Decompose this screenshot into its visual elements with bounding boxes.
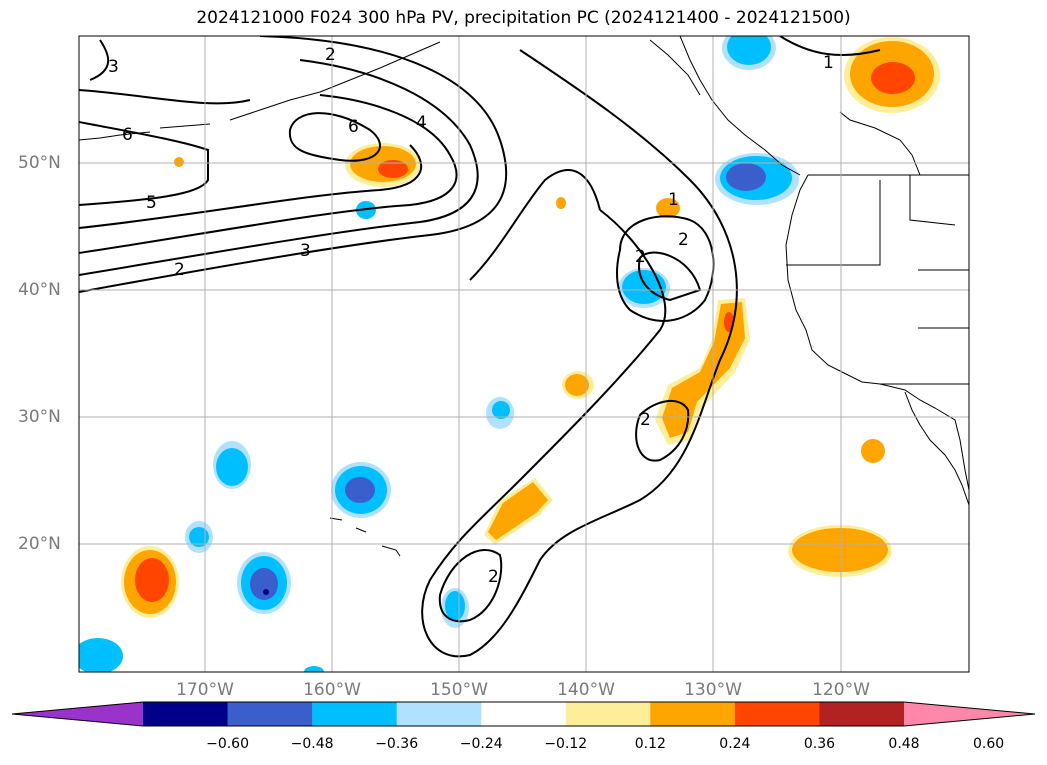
- colorbar-tick-label: −0.48: [290, 736, 334, 752]
- contour-label: 1: [668, 190, 679, 210]
- lat-label: 40°N: [18, 280, 61, 300]
- colorbar-segment: [227, 702, 313, 726]
- colorbar-extend-low: [12, 702, 143, 726]
- precip-blob: [656, 198, 680, 218]
- precip-blob: [871, 62, 915, 94]
- colorbar: [11, 701, 1036, 727]
- precip-blob: [263, 589, 269, 595]
- precip-blob: [345, 477, 375, 503]
- colorbar-segment: [143, 702, 229, 726]
- colorbar-segments: [12, 702, 1035, 726]
- contour-label: 6: [348, 117, 359, 137]
- colorbar-tick-label: −0.60: [206, 736, 249, 752]
- coastlines: [79, 36, 969, 557]
- precip-blob: [622, 270, 666, 304]
- lon-label: 140°W: [557, 680, 615, 700]
- precip-blob: [565, 374, 589, 396]
- colorbar-segment: [565, 702, 651, 726]
- colorbar-segment: [396, 702, 482, 726]
- colorbar-segment: [650, 702, 736, 726]
- precip-shading: [79, 36, 940, 672]
- contour-label: 3: [300, 241, 311, 261]
- colorbar-segment: [481, 702, 567, 726]
- colorbar-tick-label: 0.12: [634, 736, 666, 752]
- contour-label: 4: [416, 113, 427, 133]
- precip-blob: [792, 528, 888, 572]
- precip-blob: [492, 401, 510, 419]
- gridlines: [79, 36, 969, 672]
- colorbar-segment: [819, 702, 905, 726]
- contour-label: 2: [640, 410, 651, 430]
- precip-blob: [174, 157, 184, 167]
- colorbar-tick-label: 0.36: [803, 736, 836, 752]
- contour-label: 2: [174, 260, 185, 280]
- pv-contours: [79, 36, 881, 658]
- precip-blob: [861, 439, 885, 463]
- precip-blob: [250, 568, 278, 600]
- colorbar-tick-label: −0.24: [459, 736, 503, 752]
- precip-blob: [216, 448, 248, 486]
- contour-label: 1: [823, 53, 834, 73]
- contour-label: 3: [108, 57, 119, 77]
- precip-blob: [304, 666, 324, 672]
- precip-blob: [726, 163, 766, 191]
- colorbar-outline: [11, 701, 1036, 727]
- colorbar-tick-label: −0.36: [375, 736, 419, 752]
- map-frame: [78, 35, 970, 673]
- precip-blob: [445, 591, 465, 621]
- contour-label: 2: [488, 567, 499, 587]
- precip-blob: [189, 527, 209, 547]
- contour-label: 2: [678, 230, 689, 250]
- colorbar-segment: [312, 702, 398, 726]
- lon-label: 150°W: [430, 680, 488, 700]
- contour-label: 6: [122, 125, 133, 145]
- lon-label: 160°W: [303, 680, 361, 700]
- contour-label: 2: [635, 247, 646, 267]
- precip-blob: [378, 160, 408, 178]
- contour-label: 2: [325, 45, 336, 65]
- precip-blob: [488, 482, 548, 540]
- pv-contour-labels: 3 2 6 4 6 5 3 2 1 2 2 1 2 2: [108, 45, 834, 587]
- map-canvas: 3 2 6 4 6 5 3 2 1 2 2 1 2 2: [78, 35, 970, 673]
- precip-blob: [556, 197, 566, 209]
- contour-label: 5: [146, 193, 157, 213]
- precip-blob: [79, 638, 123, 672]
- colorbar-extend-high: [904, 702, 1035, 726]
- colorbar-tick-label: −0.12: [544, 736, 588, 752]
- colorbar-tick-label: 0.48: [888, 736, 920, 752]
- colorbar-tick-label: 0.24: [719, 736, 751, 752]
- precip-blob: [727, 36, 771, 65]
- colorbar-tick-label: 0.60: [972, 736, 1005, 752]
- lat-label: 50°N: [18, 153, 61, 173]
- lat-label: 30°N: [18, 407, 61, 427]
- colorbar-segment: [734, 702, 820, 726]
- map-title: 2024121000 F024 300 hPa PV, precipitatio…: [196, 8, 851, 28]
- lat-label: 20°N: [18, 534, 61, 554]
- lon-label: 170°W: [176, 680, 234, 700]
- precip-blob: [135, 558, 169, 602]
- lon-label: 120°W: [812, 680, 870, 700]
- lon-label: 130°W: [684, 680, 742, 700]
